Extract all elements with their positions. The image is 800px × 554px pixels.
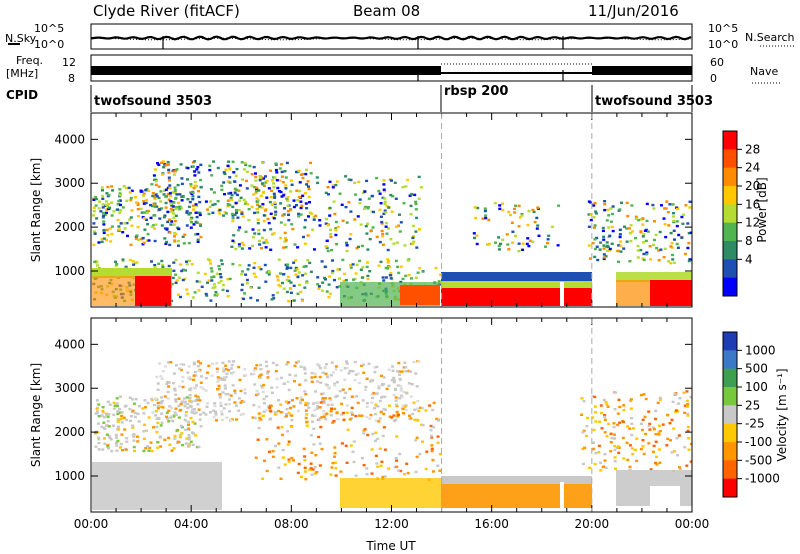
cpid-row <box>90 85 693 112</box>
beam-label: Beam 08 <box>353 2 420 20</box>
power-panel: 1000 2000 3000 4000 <box>54 112 693 308</box>
y-tick-label: 4000 <box>54 337 85 351</box>
colorbar-tick-label: 25 <box>745 398 760 412</box>
freq-tick-low: 8 <box>68 72 75 85</box>
colorbar-tick-label: 24 <box>745 161 760 175</box>
nave-tick-low: 0 <box>710 72 717 85</box>
freq-label-line2: [MHz] <box>6 67 38 80</box>
date-label: 11/Jun/2016 <box>588 2 679 20</box>
nsky-panel <box>90 23 693 50</box>
y-tick-label: 2000 <box>54 220 85 234</box>
colorbar-tick-label: 500 <box>745 362 768 376</box>
colorbar-tick-label: -25 <box>745 417 765 431</box>
cpid-segment-2: rbsp 200 <box>444 84 508 99</box>
nsky-tick-high: 10^5 <box>34 22 64 35</box>
colorbar-tick-label: 100 <box>745 380 768 394</box>
colorbar-tick-label: 12 <box>745 216 760 230</box>
cpid-label: CPID <box>6 88 38 102</box>
power-colorbar: 28 24 20 16 12 8 4 <box>722 130 760 297</box>
nsky-label: N.Sky <box>5 32 37 45</box>
colorbar-tick-label: -100 <box>745 435 772 449</box>
station-title: Clyde River (fitACF) <box>93 2 240 20</box>
colorbar-tick-label: 8 <box>745 234 753 248</box>
velocity-scale-title: Velocity [m s⁻¹] <box>775 368 789 461</box>
x-tick-label: 08:00 <box>274 517 309 531</box>
nsearch-tick-high: 10^5 <box>708 22 738 35</box>
nave-tick-high: 60 <box>710 56 724 69</box>
y-tick-label: 1000 <box>54 469 85 483</box>
x-axis-label: Time UT <box>365 539 416 553</box>
x-tick-label: 16:00 <box>474 517 509 531</box>
colorbar-tick-label: -500 <box>745 453 772 467</box>
colorbar-tick-label: 16 <box>745 197 760 211</box>
colorbar-tick-label: 28 <box>745 142 760 156</box>
freq-tick-high: 12 <box>62 56 76 69</box>
colorbar-tick-label: 20 <box>745 179 760 193</box>
colorbar-tick-label: -1000 <box>745 472 780 486</box>
y-tick-label: 4000 <box>54 132 85 146</box>
x-tick-label: 12:00 <box>374 517 409 531</box>
freq-panel <box>90 54 693 82</box>
y-tick-label: 3000 <box>54 176 85 190</box>
x-tick-label: 00:00 <box>675 517 710 531</box>
power-scale-title: Power [dB] <box>755 177 769 242</box>
y-tick-label: 1000 <box>54 264 85 278</box>
x-tick-label: 20:00 <box>575 517 610 531</box>
nsky-tick-low: 10^0 <box>34 38 64 51</box>
colorbar-tick-label: 1000 <box>745 343 776 357</box>
cpid-segment-3: twofsound 3503 <box>595 94 713 109</box>
velocity-y-axis-label: Slant Range [km] <box>29 363 43 467</box>
x-tick-label: 00:00 <box>74 517 109 531</box>
velocity-colorbar: 1000 500 100 25 -25 -100 -500 -1000 <box>722 331 780 498</box>
x-tick-label: 04:00 <box>174 517 209 531</box>
power-y-axis-label: Slant Range [km] <box>29 158 43 262</box>
nsearch-tick-low: 10^0 <box>708 38 738 51</box>
nsearch-label: N.Search <box>745 31 795 44</box>
cpid-segment-1: twofsound 3503 <box>94 94 212 109</box>
freq-label-line1: Freq. <box>16 54 43 67</box>
velocity-panel: 1000 2000 3000 4000 00:00 04:00 08:00 12:00 16:0… <box>54 317 710 531</box>
colorbar-tick-label: 4 <box>745 252 753 266</box>
y-tick-label: 2000 <box>54 425 85 439</box>
nave-label: Nave <box>750 65 778 78</box>
y-tick-label: 3000 <box>54 381 85 395</box>
